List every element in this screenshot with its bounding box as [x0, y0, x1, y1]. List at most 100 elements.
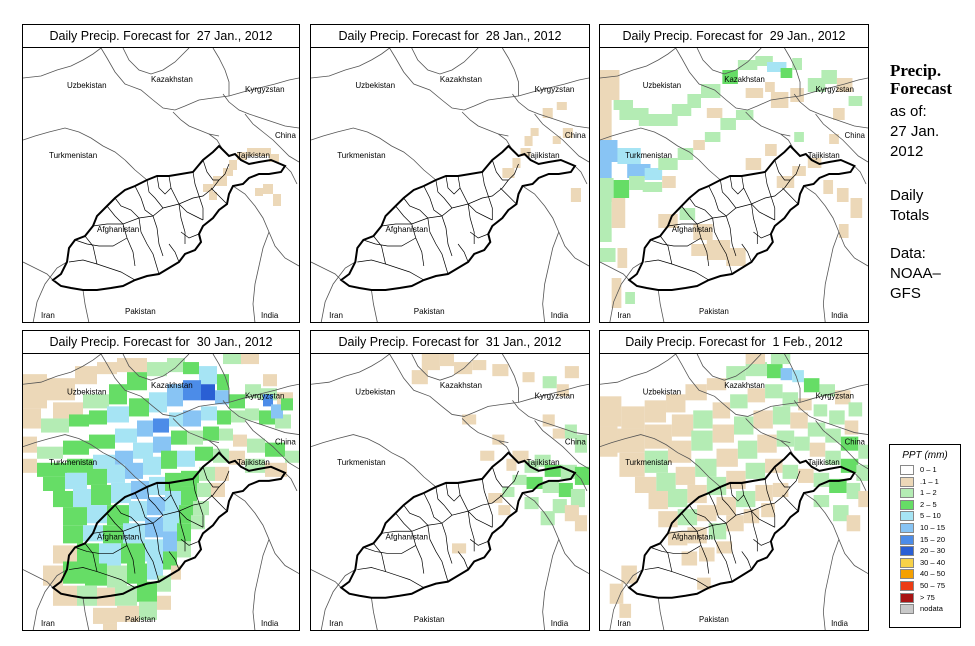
country-border: [252, 539, 270, 630]
precip-cell: [642, 182, 663, 192]
precip-cell: [87, 505, 107, 524]
precip-cell: [163, 511, 179, 532]
province-border: [84, 543, 98, 572]
afghanistan-outline: [51, 451, 287, 599]
province-border: [782, 494, 799, 512]
precip-cell: [720, 118, 736, 130]
precip-cell: [129, 501, 147, 522]
country-border: [244, 113, 299, 163]
country-label-kazakhstan: Kazakhstan: [440, 381, 482, 390]
precip-cell: [520, 148, 531, 156]
precip-cell: [85, 563, 107, 586]
province-border: [689, 197, 713, 219]
precip-cell: [776, 176, 795, 188]
province-border: [156, 175, 172, 195]
afghanistan-outline: [339, 144, 577, 291]
province-border: [644, 567, 709, 588]
precip-cell: [726, 470, 746, 489]
precip-cell: [115, 450, 133, 465]
province-border: [650, 237, 702, 247]
province-border: [782, 187, 799, 205]
province-border: [469, 539, 489, 546]
precip-cell: [671, 104, 692, 116]
precip-cell: [658, 158, 678, 170]
province-border: [427, 217, 449, 275]
precip-cell: [600, 248, 616, 262]
country-border: [502, 354, 519, 403]
province-border: [202, 159, 230, 181]
precip-cell: [570, 188, 581, 202]
province-border: [689, 504, 713, 526]
country-label-kyrgyzstan: Kyrgyzstan: [816, 391, 854, 400]
province-border: [491, 159, 519, 181]
precip-cell: [792, 370, 804, 383]
country-border: [784, 48, 801, 96]
legend-label: > 75: [920, 592, 935, 602]
precip-cell: [671, 414, 694, 437]
country-border: [822, 231, 840, 322]
precip-cell: [177, 450, 195, 467]
precip-cell: [37, 446, 63, 459]
province-border: [481, 171, 493, 220]
precip-cell: [858, 444, 868, 459]
province-border: [481, 478, 493, 528]
precip-cell: [658, 214, 678, 228]
province-border: [491, 466, 519, 488]
country-border: [745, 418, 791, 444]
province-border: [423, 185, 453, 257]
precip-cell: [177, 541, 191, 558]
country-label-afghanistan: Afghanistan: [386, 532, 429, 541]
precip-cell: [195, 446, 213, 461]
country-label-pakistan: Pakistan: [414, 307, 445, 316]
precip-cell: [681, 551, 698, 566]
legend-swatch: [900, 522, 914, 533]
precip-cell: [716, 448, 738, 467]
legend-label: 2 – 5: [920, 499, 937, 509]
legend-item: 1 – 2: [890, 487, 960, 499]
country-border: [696, 48, 762, 75]
province-border: [435, 179, 453, 209]
precip-cell: [600, 426, 618, 457]
province-border: [650, 545, 702, 554]
province-border: [741, 551, 752, 570]
precip-cell: [829, 134, 839, 144]
legend-swatch: [900, 499, 914, 510]
totals-line-2: Totals: [890, 207, 930, 224]
legend-item: nodata: [890, 603, 960, 615]
panel-title: Daily Precip. Forecast for 31 Jan., 2012: [311, 331, 589, 354]
precip-cell: [798, 468, 814, 483]
province-border: [457, 551, 469, 570]
precip-cell: [231, 410, 245, 423]
precip-cell: [233, 434, 247, 447]
legend-item: > 75: [890, 592, 960, 604]
precip-cell: [558, 482, 573, 498]
precip-cell: [147, 561, 163, 580]
province-border: [192, 478, 204, 528]
province-border: [659, 235, 673, 265]
precip-cell: [813, 404, 828, 417]
country-label-iran: Iran: [617, 619, 630, 628]
legend-swatch: [900, 534, 914, 545]
country-label-kyrgyzstan: Kyrgyzstan: [816, 85, 854, 94]
precip-cell: [755, 56, 773, 66]
forecast-panel-3: Daily Precip. Forecast for 29 Jan., 2012…: [599, 24, 869, 323]
legend-label: 50 – 75: [920, 580, 946, 590]
legend-item: 5 – 10: [890, 510, 960, 522]
legend-swatch: [900, 580, 914, 591]
precip-cell: [790, 88, 804, 102]
country-border: [311, 48, 390, 79]
country-label-kyrgyzstan: Kyrgyzstan: [535, 391, 575, 400]
country-label-iran: Iran: [329, 619, 343, 628]
precip-cell: [825, 450, 841, 465]
precip-cell: [127, 563, 147, 584]
precip-cell: [199, 366, 217, 385]
province-border: [180, 539, 200, 546]
province-border: [363, 545, 416, 554]
precip-cell: [829, 410, 845, 425]
country-border: [311, 569, 342, 588]
precip-cell: [165, 490, 181, 512]
precip-cell: [492, 434, 505, 445]
country-border: [793, 400, 868, 435]
precip-cell: [706, 378, 727, 391]
province-border: [395, 512, 425, 574]
